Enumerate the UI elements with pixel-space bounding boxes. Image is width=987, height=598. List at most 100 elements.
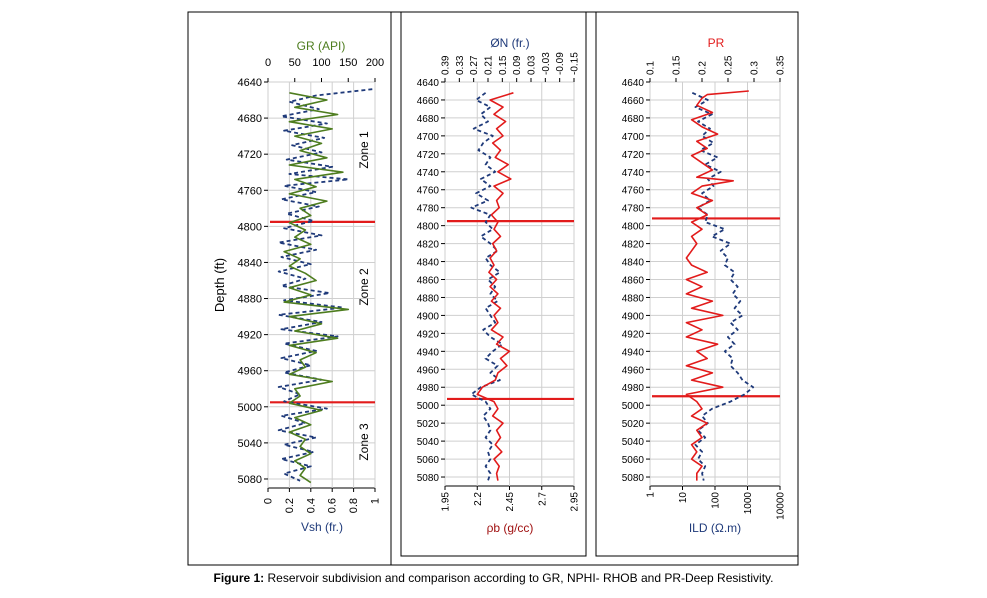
top-axis-tick-label: 0.1 (646, 61, 657, 75)
depth-tick-label: 4640 (238, 77, 262, 89)
depth-tick-label: 4920 (622, 329, 645, 340)
vsh-axis-title: Vsh (fr.) (301, 520, 343, 534)
top-axis-tick-label: 0.25 (724, 55, 735, 75)
depth-tick-label: 4820 (622, 240, 645, 251)
caption-label: Figure 1: (213, 571, 265, 585)
depth-tick-label: 4740 (622, 168, 645, 179)
depth-tick-label: 5040 (417, 437, 440, 448)
depth-tick-label: 4960 (238, 366, 262, 378)
zone-1-label: Zone 1 (357, 131, 371, 169)
top-axis-tick-label: 0.33 (455, 55, 466, 75)
series-ild-line (691, 91, 755, 481)
depth-tick-label: 4720 (238, 149, 262, 161)
panel-2-frame (400, 11, 587, 557)
figure-caption: Figure 1: Reservoir subdivision and comp… (0, 571, 987, 585)
depth-tick-label: 5000 (622, 401, 645, 412)
series-vsh-line (283, 92, 350, 484)
depth-tick-label: 4760 (238, 185, 262, 197)
track-gr-vsh: 4640468047204760480048404880492049605000… (212, 39, 384, 534)
depth-tick-label: 4760 (417, 186, 440, 197)
bottom-axis-tick-label: 1 (370, 498, 382, 504)
depth-tick-label: 4740 (417, 168, 440, 179)
top-axis-tick-label: -0.15 (570, 52, 581, 75)
bottom-axis-tick-label: 2.45 (505, 492, 516, 512)
depth-tick-label: 4980 (417, 383, 440, 394)
bottom-axis-tick-label: 10000 (776, 492, 787, 520)
depth-tick-label: 4800 (417, 222, 440, 233)
top-axis-tick-label: -0.03 (541, 52, 552, 75)
rhob-axis-title: ρb (g/cc) (487, 521, 534, 535)
panel-1-frame (187, 11, 392, 566)
depth-tick-label: 4900 (417, 311, 440, 322)
top-axis-tick-label: 0.35 (776, 55, 787, 75)
depth-tick-label: 5000 (238, 402, 262, 414)
depth-tick-label: 4700 (417, 132, 440, 143)
pr-axis-title: PR (708, 36, 725, 50)
series-pr-line (685, 90, 749, 481)
depth-tick-label: 5080 (622, 473, 645, 484)
depth-tick-label: 4880 (238, 294, 262, 306)
panel-3-frame (595, 11, 799, 557)
top-axis-tick-label: 0.15 (498, 55, 509, 75)
top-axis-tick-label: 100 (312, 57, 330, 69)
top-axis-tick-label: 200 (366, 57, 384, 69)
depth-tick-label: 4840 (238, 257, 262, 269)
nphi-axis-title: ØN (fr.) (490, 36, 529, 50)
depth-tick-label: 4800 (238, 221, 262, 233)
bottom-axis-tick-label: 1000 (743, 492, 754, 515)
depth-tick-label: 4700 (622, 132, 645, 143)
depth-tick-label: 4720 (622, 150, 645, 161)
bottom-axis-tick-label: 2.2 (473, 492, 484, 506)
top-axis-tick-label: 0.15 (672, 55, 683, 75)
depth-tick-label: 5020 (622, 419, 645, 430)
top-axis-tick-label: 50 (289, 57, 301, 69)
bottom-axis-tick-label: 0.8 (348, 498, 360, 513)
depth-tick-label: 4680 (238, 113, 262, 125)
depth-tick-label: 4840 (622, 258, 645, 269)
depth-tick-label: 4780 (622, 204, 645, 215)
depth-tick-label: 4920 (238, 330, 262, 342)
track-nphi-rhob: 4640 4660 4680 4700 4720 4740 4760 4780 4800 4820… (417, 36, 581, 535)
top-axis-tick-label: -0.09 (555, 52, 566, 75)
depth-tick-label: 4960 (417, 365, 440, 376)
depth-tick-label: 5060 (417, 455, 440, 466)
depth-tick-label: 4880 (417, 293, 440, 304)
bottom-axis-tick-label: 1 (646, 492, 657, 498)
top-axis-tick-label: 0 (265, 57, 271, 69)
depth-tick-label: 5000 (417, 401, 440, 412)
depth-tick-label: 4800 (622, 222, 645, 233)
depth-tick-label: 4960 (622, 365, 645, 376)
depth-tick-label: 5080 (417, 473, 440, 484)
bottom-axis-tick-label: 0.6 (327, 498, 339, 513)
depth-tick-label: 5020 (417, 419, 440, 430)
zone-2-label: Zone 2 (357, 268, 371, 306)
zone-3-label: Zone 3 (357, 423, 371, 461)
depth-axis-title: Depth (ft) (212, 258, 227, 312)
bottom-axis-tick-label: 2.7 (537, 492, 548, 506)
depth-tick-label: 4660 (417, 96, 440, 107)
top-axis-tick-label: 0.2 (698, 61, 709, 75)
bottom-axis-tick-label: 0.2 (284, 498, 296, 513)
series-gr-line (277, 88, 373, 482)
depth-tick-label: 4940 (622, 347, 645, 358)
bottom-axis-tick-label: 0.4 (305, 498, 317, 513)
bottom-axis-tick-label: 100 (711, 492, 722, 509)
series-n-line (470, 92, 504, 481)
top-axis-tick-label: 0.21 (484, 55, 495, 75)
depth-tick-label: 4860 (417, 276, 440, 287)
caption-text: Reservoir subdivision and comparison acc… (264, 571, 774, 585)
bottom-axis-tick-label: 2.95 (570, 492, 581, 512)
gr-axis-title: GR (API) (297, 39, 346, 53)
bottom-axis-tick-label: 1.95 (441, 492, 452, 512)
depth-tick-label: 4940 (417, 347, 440, 358)
depth-tick-label: 5040 (238, 438, 262, 450)
depth-tick-label: 5040 (622, 437, 645, 448)
depth-tick-label: 4640 (622, 78, 645, 89)
depth-tick-label: 4660 (622, 96, 645, 107)
depth-tick-label: 4980 (622, 383, 645, 394)
ild-axis-title: ILD (Ω.m) (689, 521, 741, 535)
depth-tick-label: 4780 (417, 204, 440, 215)
depth-tick-label: 4840 (417, 258, 440, 269)
depth-tick-label: 4760 (622, 186, 645, 197)
